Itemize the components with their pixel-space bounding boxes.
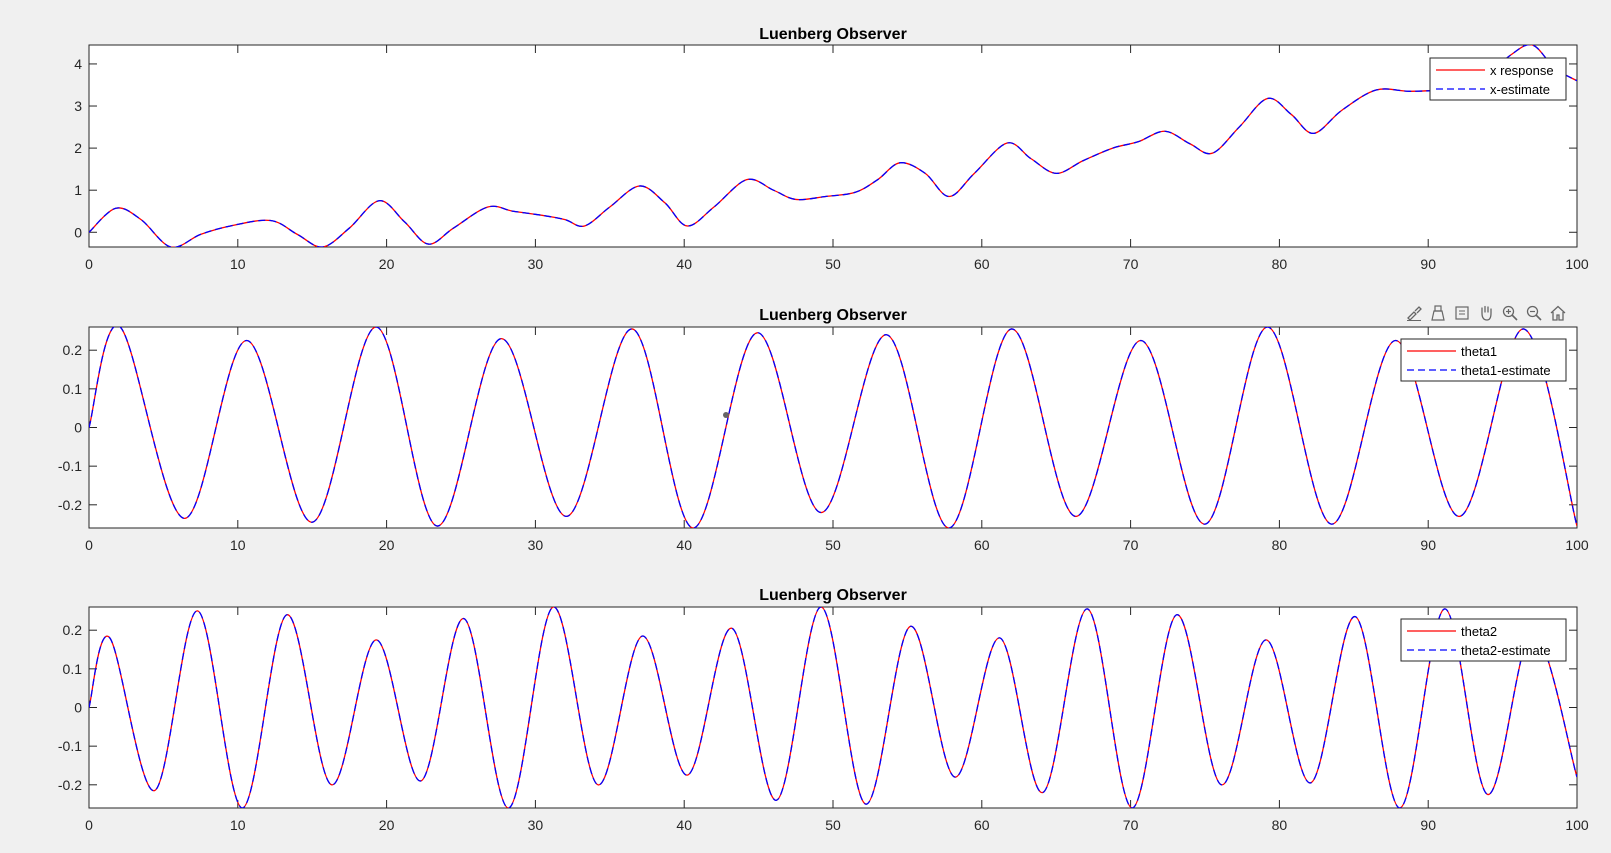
y-axis: -0.2 -0.1 0 0.1 0.2 (58, 622, 1577, 793)
x-tick-label: 30 (528, 817, 544, 833)
y-tick-label: -0.1 (58, 738, 82, 754)
y-tick-label: 4 (74, 56, 82, 72)
x-tick-label: 100 (1565, 537, 1589, 553)
x-tick-label: 20 (379, 537, 395, 553)
series-group (89, 325, 1577, 528)
y-axis: 0 1 2 3 4 (74, 56, 1577, 240)
y-axis: -0.2 -0.1 0 0.1 0.2 (58, 342, 1577, 513)
data-tips-icon[interactable] (1451, 302, 1473, 324)
x-tick-label: 20 (379, 256, 395, 272)
x-tick-label: 80 (1272, 817, 1288, 833)
x-tick-label: 0 (85, 256, 93, 272)
legend-entry: theta2-estimate (1461, 643, 1551, 658)
series-line-theta1-estimate[interactable] (89, 325, 1577, 528)
insert-legend-icon[interactable] (1427, 302, 1449, 324)
x-tick-label: 100 (1565, 817, 1589, 833)
x-tick-label: 30 (528, 537, 544, 553)
y-tick-label: -0.2 (58, 497, 82, 513)
x-tick-label: 10 (230, 817, 246, 833)
x-tick-label: 90 (1420, 256, 1436, 272)
x-tick-label: 0 (85, 817, 93, 833)
x-tick-label: 80 (1272, 537, 1288, 553)
y-tick-label: 0.1 (63, 381, 83, 397)
y-tick-label: -0.2 (58, 777, 82, 793)
legend[interactable]: theta1 theta1-estimate (1400, 338, 1567, 382)
y-tick-label: 0 (74, 700, 82, 716)
series-group (89, 45, 1577, 248)
x-tick-label: 70 (1123, 256, 1139, 272)
axes-title: Luenberg Observer (759, 587, 907, 604)
legend-entry: x response (1490, 63, 1554, 78)
plot-area (88, 326, 1578, 529)
legend[interactable]: theta2 theta2-estimate (1400, 618, 1567, 662)
series-line-x-estimate[interactable] (89, 45, 1577, 248)
y-tick-label: 0 (74, 420, 82, 436)
x-axis: 0 10 20 30 40 50 60 70 80 90 100 (85, 327, 1589, 553)
legend-entry: theta1-estimate (1461, 363, 1551, 378)
x-axis: 0 10 20 30 40 50 60 70 80 90 100 (85, 607, 1589, 833)
x-tick-label: 90 (1420, 537, 1436, 553)
x-tick-label: 80 (1272, 256, 1288, 272)
y-tick-label: -0.1 (58, 458, 82, 474)
legend-box (1400, 618, 1567, 662)
x-axis: 0 10 20 30 40 50 60 70 80 90 100 (85, 45, 1589, 272)
y-tick-label: 2 (74, 140, 82, 156)
x-tick-label: 70 (1123, 537, 1139, 553)
plot-area (88, 44, 1578, 248)
brush-icon[interactable] (1403, 302, 1425, 324)
y-tick-label: 0.1 (63, 661, 83, 677)
zoom-out-icon[interactable] (1523, 302, 1545, 324)
legend-entry: theta2 (1461, 624, 1497, 639)
series-line-theta2-estimate[interactable] (89, 607, 1577, 808)
x-tick-label: 40 (676, 256, 692, 272)
y-tick-label: 3 (74, 98, 82, 114)
axes-title: Luenberg Observer (759, 26, 907, 43)
axes-theta2[interactable]: Luenberg Observer 0 10 20 30 40 50 60 70 80 90 100… (58, 587, 1589, 833)
x-tick-label: 30 (528, 256, 544, 272)
x-tick-label: 100 (1565, 256, 1589, 272)
zoom-in-icon[interactable] (1499, 302, 1521, 324)
x-tick-label: 10 (230, 537, 246, 553)
legend-entry: theta1 (1461, 344, 1497, 359)
y-tick-label: 0.2 (63, 622, 83, 638)
plot-area (88, 606, 1578, 809)
axes-theta1[interactable]: Luenberg Observer 0 10 20 30 40 50 60 70 80 90 100… (58, 307, 1589, 553)
x-tick-label: 50 (825, 256, 841, 272)
y-tick-label: 1 (74, 182, 82, 198)
y-tick-label: 0 (74, 224, 82, 240)
x-tick-label: 60 (974, 256, 990, 272)
pan-icon[interactable] (1475, 302, 1497, 324)
x-tick-label: 10 (230, 256, 246, 272)
legend-box (1400, 338, 1567, 382)
legend-box (1429, 57, 1567, 101)
home-icon[interactable] (1547, 302, 1569, 324)
x-tick-label: 70 (1123, 817, 1139, 833)
axes-title: Luenberg Observer (759, 307, 907, 324)
x-tick-label: 40 (676, 817, 692, 833)
series-group (89, 607, 1577, 808)
x-tick-label: 50 (825, 817, 841, 833)
data-cursor-marker[interactable] (723, 412, 729, 418)
x-tick-label: 0 (85, 537, 93, 553)
x-tick-label: 20 (379, 817, 395, 833)
axes-x-response[interactable]: Luenberg Observer 0 10 20 30 40 50 60 70 80 90 100… (74, 26, 1589, 272)
x-tick-label: 90 (1420, 817, 1436, 833)
legend[interactable]: x response x-estimate (1429, 57, 1567, 101)
legend-entry: x-estimate (1490, 82, 1550, 97)
x-tick-label: 40 (676, 537, 692, 553)
x-tick-label: 50 (825, 537, 841, 553)
x-tick-label: 60 (974, 817, 990, 833)
axes-toolbar (1403, 302, 1569, 326)
y-tick-label: 0.2 (63, 342, 83, 358)
x-tick-label: 60 (974, 537, 990, 553)
